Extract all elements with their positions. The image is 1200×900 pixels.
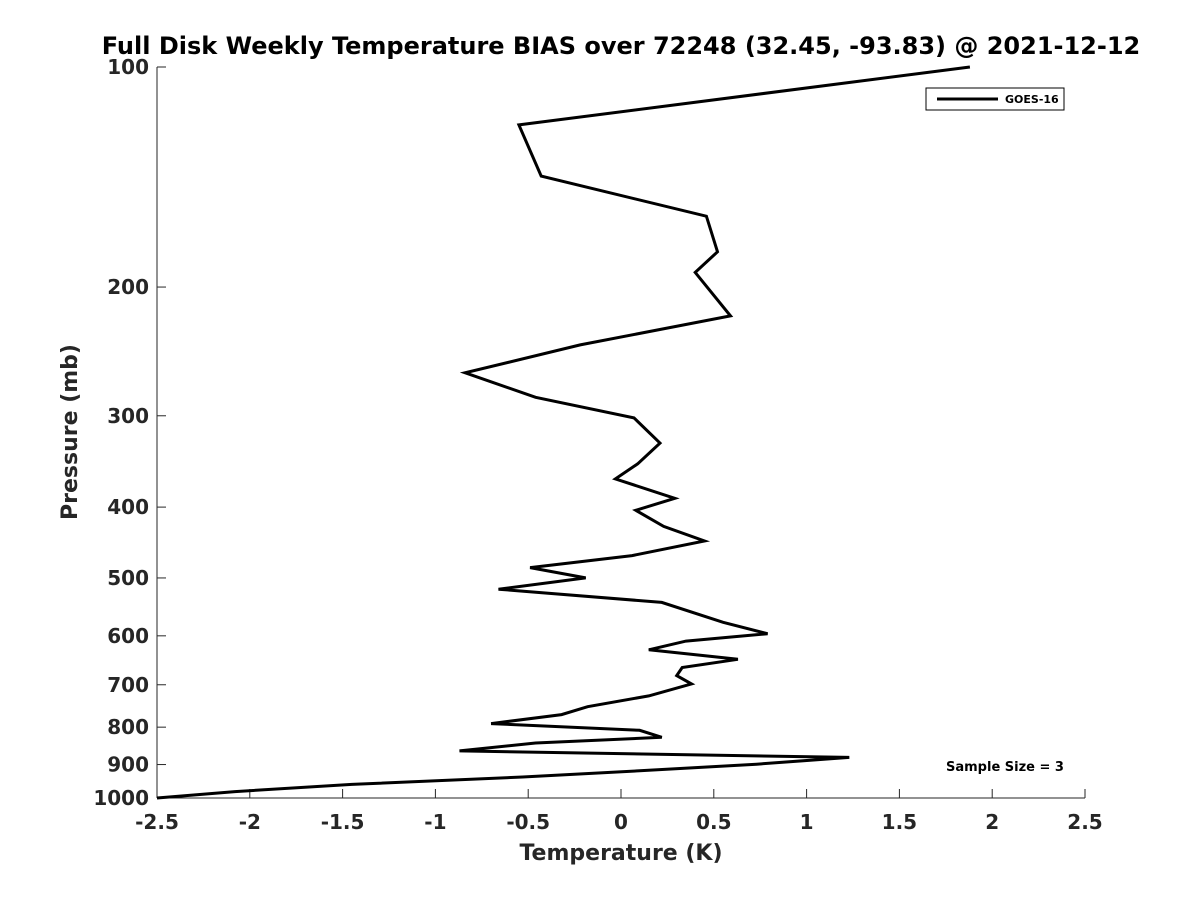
x-tick-label: 2.5 xyxy=(1067,810,1102,834)
y-tick-label: 1000 xyxy=(93,786,149,810)
y-tick-label: 100 xyxy=(107,55,149,79)
y-tick-label: 600 xyxy=(107,624,149,648)
y-tick-label: 200 xyxy=(107,275,149,299)
x-tick-label: 1.5 xyxy=(882,810,917,834)
y-tick-label: 300 xyxy=(107,404,149,428)
y-tick-label: 900 xyxy=(107,753,149,777)
x-tick-label: 0 xyxy=(614,810,628,834)
legend-label-goes-16: GOES-16 xyxy=(1005,93,1059,106)
chart-title: Full Disk Weekly Temperature BIAS over 7… xyxy=(102,32,1141,60)
x-tick-label: 0.5 xyxy=(696,810,731,834)
y-tick-label: 800 xyxy=(107,715,149,739)
y-axis-label: Pressure (mb) xyxy=(58,344,83,520)
plot-axes: -2.5 -2 -1.5 -1 -0.5 0 0.5 1 1.5 2 2.5 100 200 300 400… xyxy=(93,55,1102,834)
y-tick-label: 400 xyxy=(107,495,149,519)
x-tick-label: 1 xyxy=(800,810,814,834)
x-tick-label: -1 xyxy=(424,810,446,834)
x-tick-label: -1.5 xyxy=(321,810,365,834)
x-tick-label: 2 xyxy=(985,810,999,834)
sample-size-annotation: Sample Size = 3 xyxy=(946,760,1064,775)
series-line-goes-16 xyxy=(156,65,971,800)
x-tick-label: -0.5 xyxy=(506,810,550,834)
legend: GOES-16 xyxy=(925,87,1065,111)
x-tick-label: -2.5 xyxy=(135,810,179,834)
x-tick-label: -2 xyxy=(239,810,261,834)
series-layer xyxy=(156,65,971,800)
y-tick-label: 500 xyxy=(107,566,149,590)
y-tick-label: 700 xyxy=(107,673,149,697)
x-axis-label: Temperature (K) xyxy=(519,841,722,866)
